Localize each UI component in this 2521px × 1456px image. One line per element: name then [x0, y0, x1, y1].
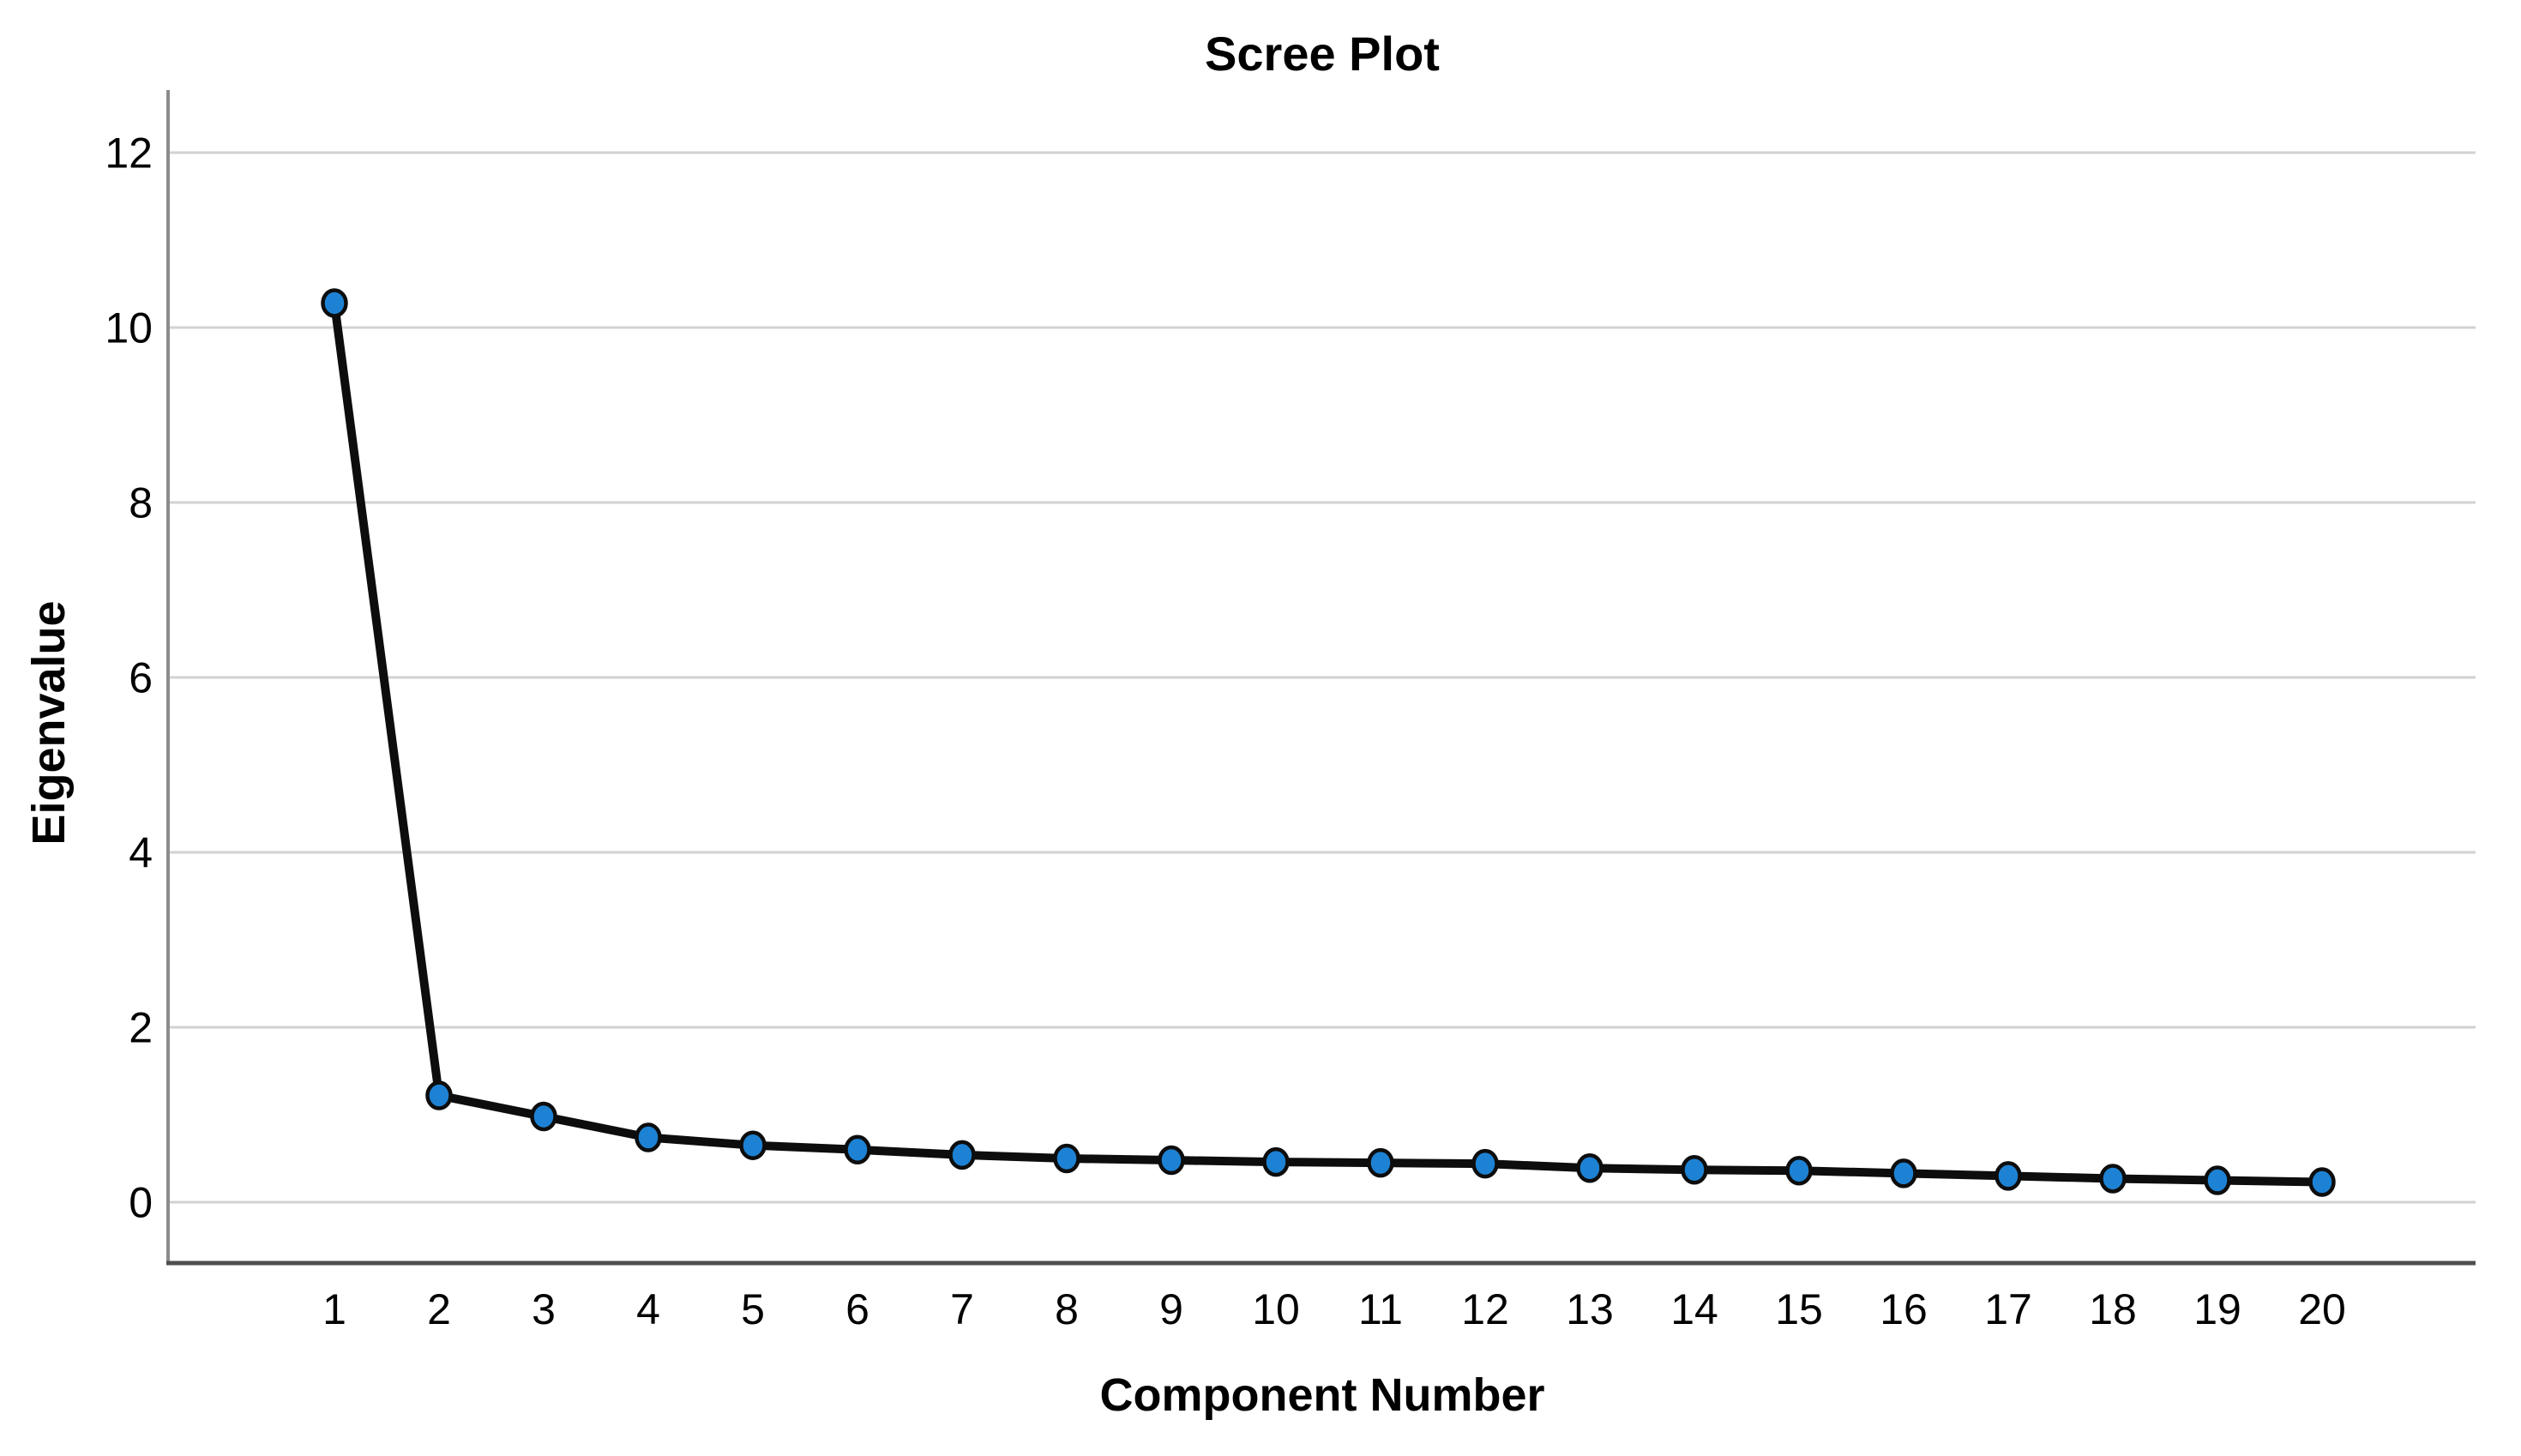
- data-point-marker: [1471, 1148, 1499, 1179]
- x-tick-label: 8: [1055, 1285, 1079, 1333]
- x-tick-label: 18: [2089, 1285, 2137, 1333]
- x-tick-label: 14: [1670, 1285, 1718, 1333]
- x-tick-label: 20: [2298, 1285, 2346, 1333]
- x-tick-label: 13: [1566, 1285, 1614, 1333]
- data-point-marker: [1576, 1152, 1603, 1183]
- x-tick-label: 4: [636, 1285, 660, 1333]
- x-tick-label: 17: [1984, 1285, 2032, 1333]
- x-tick-label: 3: [532, 1285, 556, 1333]
- y-tick-label: 4: [129, 829, 153, 877]
- data-point-marker: [2204, 1165, 2231, 1195]
- y-tick-label: 0: [129, 1179, 153, 1227]
- x-tick-label: 16: [1880, 1285, 1928, 1333]
- data-point-marker: [321, 288, 348, 318]
- data-point-marker: [1262, 1146, 1290, 1177]
- data-point-marker: [2099, 1164, 2127, 1194]
- x-tick-label: 1: [322, 1285, 346, 1333]
- data-point-marker: [1890, 1158, 1917, 1188]
- x-tick-label: 19: [2193, 1285, 2241, 1333]
- x-tick-label: 9: [1159, 1285, 1183, 1333]
- y-tick-label: 2: [129, 1004, 153, 1052]
- y-axis-title: Eigenvalue: [23, 600, 75, 845]
- data-point-marker: [1995, 1161, 2022, 1191]
- data-point-marker: [530, 1101, 557, 1132]
- x-tick-label: 6: [845, 1285, 869, 1333]
- data-point-marker: [1158, 1145, 1185, 1176]
- data-point-marker: [425, 1080, 453, 1110]
- data-point-marker: [1681, 1155, 1708, 1185]
- x-tick-label: 11: [1358, 1285, 1403, 1333]
- x-tick-label: 7: [950, 1285, 974, 1333]
- data-point-marker: [1053, 1143, 1080, 1174]
- data-point-marker: [1367, 1147, 1394, 1178]
- eigenvalue-line: [330, 298, 2326, 1187]
- chart-title: Scree Plot: [1205, 27, 1440, 81]
- y-tick-label: 6: [129, 654, 153, 702]
- x-tick-label: 12: [1461, 1285, 1509, 1333]
- x-axis-title: Component Number: [1099, 1369, 1545, 1421]
- data-point-marker: [1785, 1156, 1813, 1186]
- x-tick-label: 2: [427, 1285, 451, 1333]
- y-tick-label: 8: [129, 479, 153, 527]
- data-point-marker: [635, 1122, 662, 1152]
- data-point-marker: [739, 1130, 767, 1160]
- data-point-marker: [844, 1134, 871, 1165]
- y-tick-label: 10: [105, 304, 153, 352]
- data-point-marker: [948, 1140, 976, 1170]
- y-tick-label: 12: [105, 129, 153, 177]
- data-point-marker: [2308, 1167, 2336, 1197]
- x-tick-label: 5: [741, 1285, 765, 1333]
- x-tick-label: 15: [1775, 1285, 1823, 1333]
- x-tick-label: 10: [1252, 1285, 1300, 1333]
